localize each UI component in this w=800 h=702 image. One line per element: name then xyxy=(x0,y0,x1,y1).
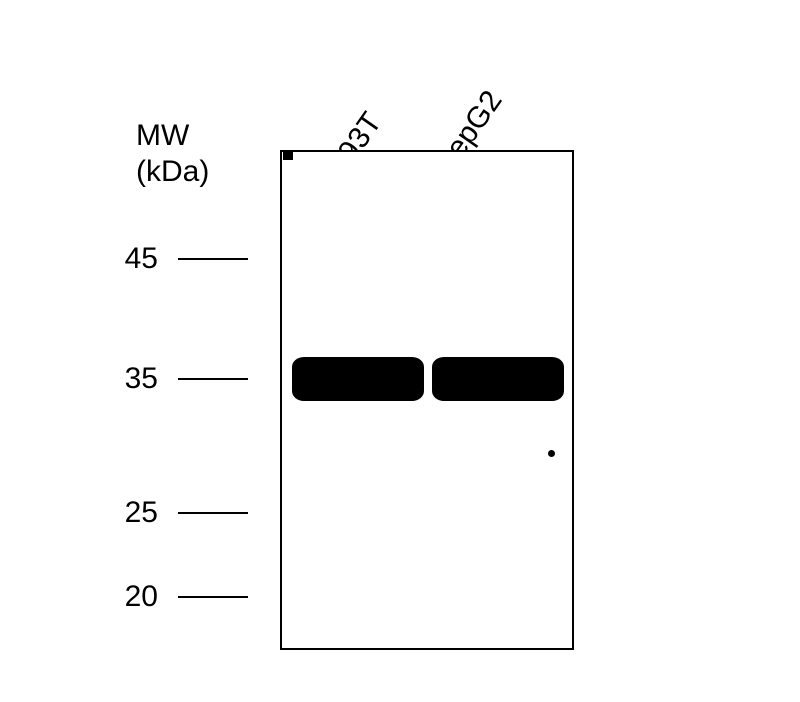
spot-artifact xyxy=(548,450,555,457)
western-blot-figure: { "figure": { "type": "western-blot", "b… xyxy=(0,0,800,702)
band-lane2 xyxy=(432,357,564,401)
tick-1 xyxy=(178,378,248,380)
tick-3 xyxy=(178,596,248,598)
tick-0 xyxy=(178,258,248,260)
axis-label-1: 35 xyxy=(98,362,158,396)
tick-2 xyxy=(178,512,248,514)
corner-artifact xyxy=(283,152,293,160)
mw-header-line2: (kDa) xyxy=(136,154,209,190)
axis-label-0: 45 xyxy=(98,242,158,276)
axis-label-2: 25 xyxy=(98,496,158,530)
axis-label-3: 20 xyxy=(98,580,158,614)
mw-header-line1: MW xyxy=(136,118,189,154)
band-lane1 xyxy=(292,357,424,401)
